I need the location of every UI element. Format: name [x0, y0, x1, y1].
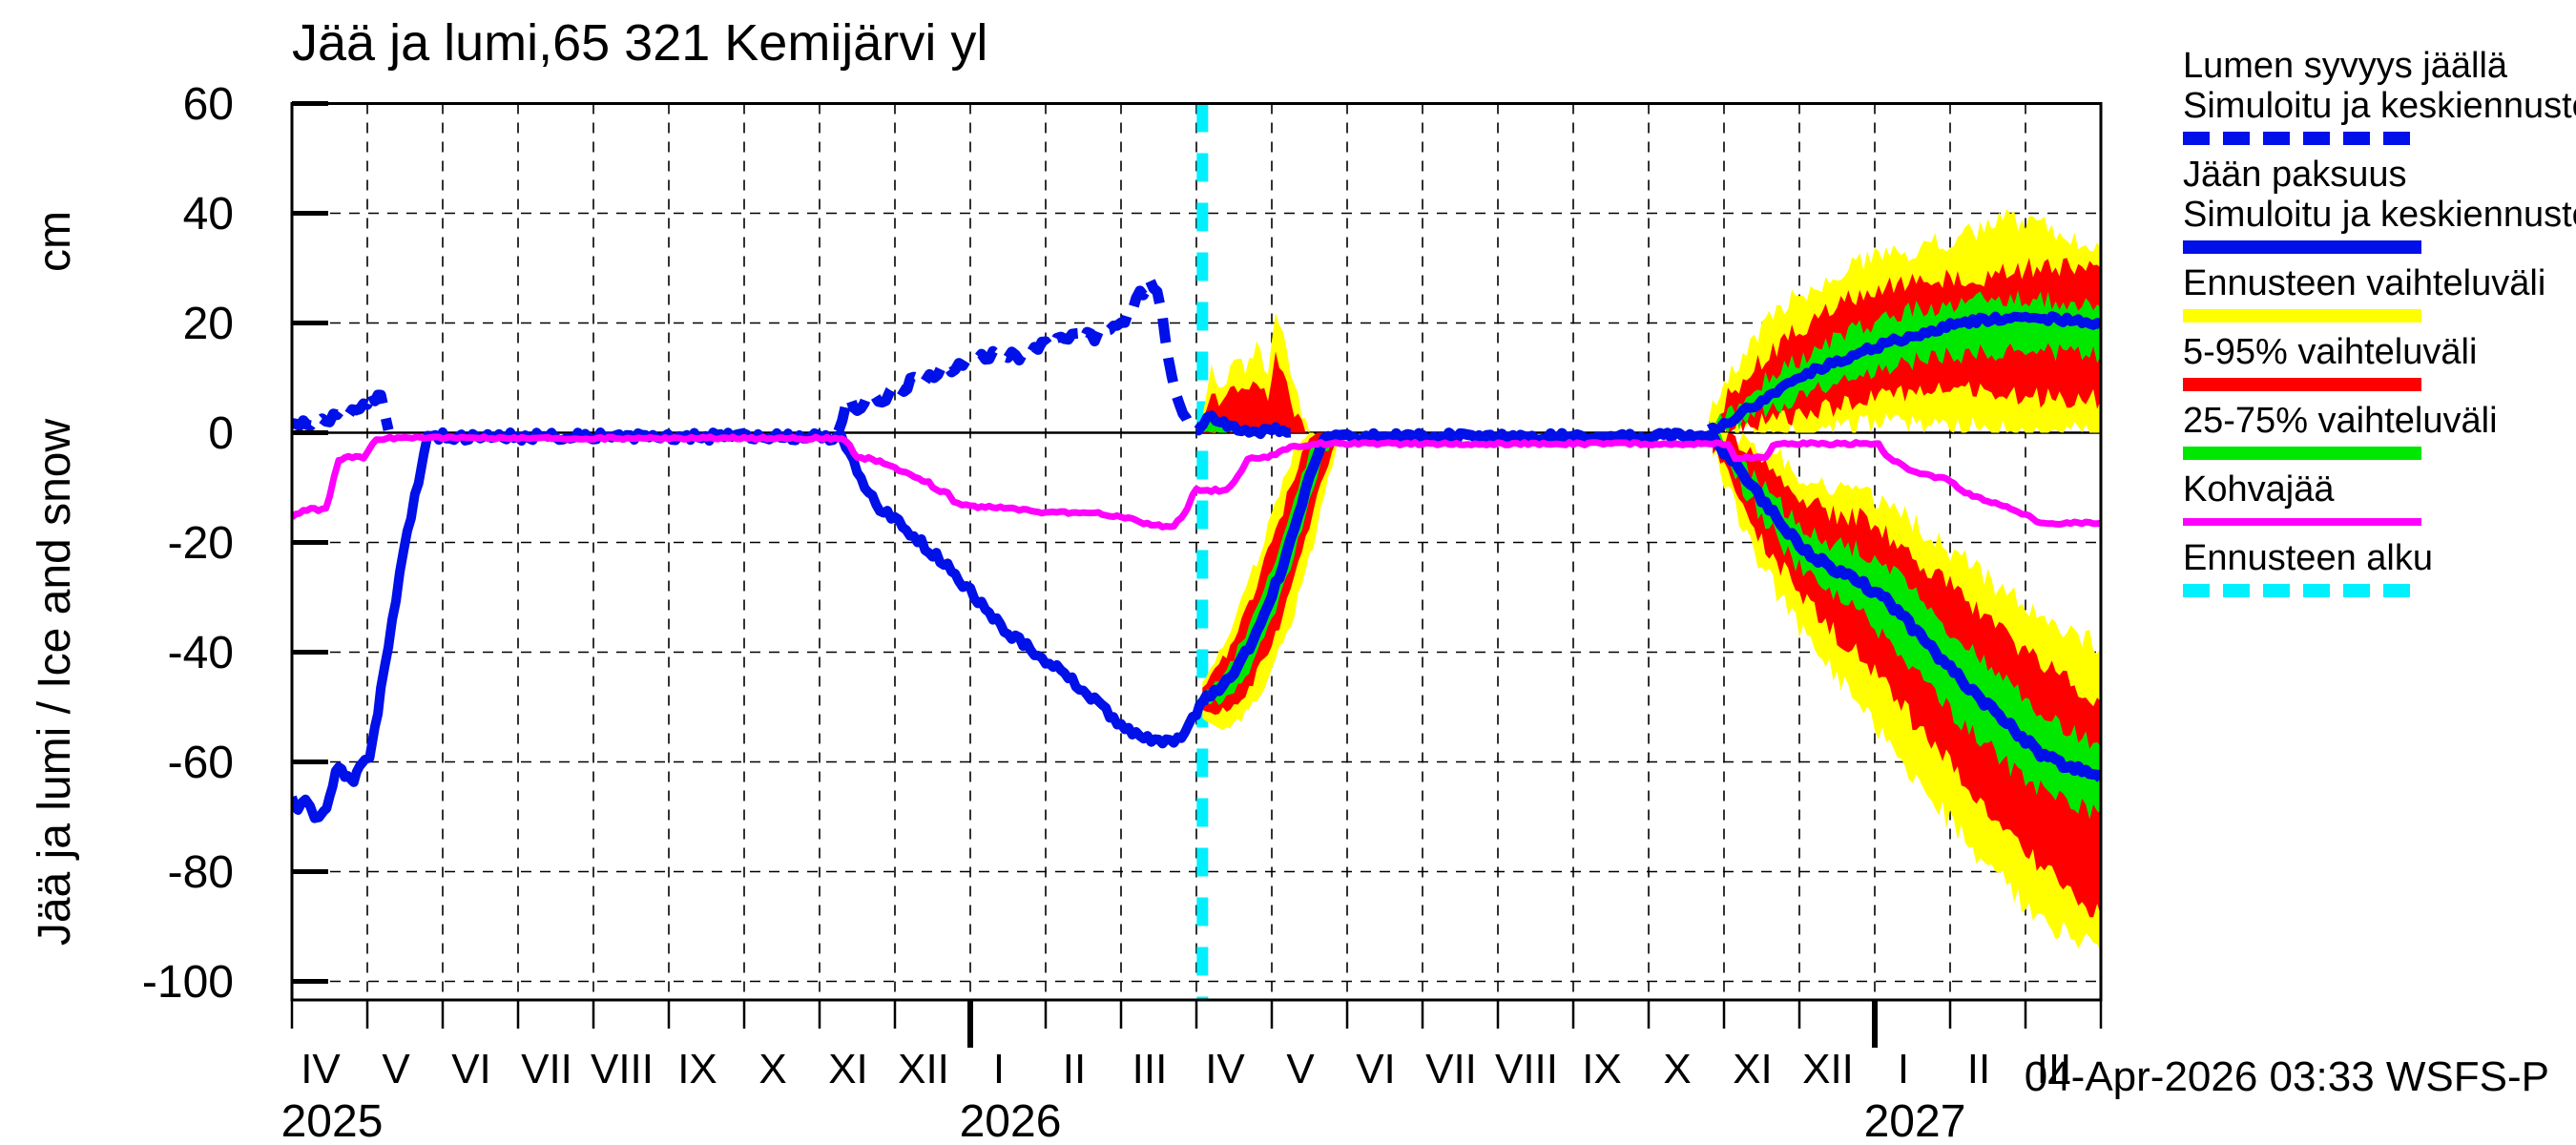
snow-depth-forecast-median [1197, 410, 1292, 440]
x-tick-label: VI [1356, 1046, 1396, 1093]
year-label: 2025 [280, 1096, 384, 1145]
ice-thickness-forecast-median [1197, 427, 2101, 782]
snow-depth-simulated [833, 274, 1207, 436]
y-tick-label: 60 [182, 78, 234, 130]
legend-label: Lumen syvyys jäällä [2183, 46, 2508, 86]
legend-line-sample-blue [2183, 240, 2421, 254]
x-tick-label: VII [1425, 1046, 1477, 1093]
legend-item-range-5-95: 5-95% vaihteluväli [2183, 332, 2576, 391]
y-tick-label: 20 [182, 298, 234, 349]
y-tick-label: 0 [208, 407, 234, 459]
snow-depth-forecast-median [1706, 311, 2101, 435]
legend-label: Simuloitu ja keskiennuste [2183, 86, 2576, 126]
x-tick-label: IV [301, 1046, 341, 1093]
legend: Lumen syvyys jäällä Simuloitu ja keskienn… [2183, 46, 2576, 607]
snow-depth-simulated [292, 386, 394, 431]
y-tick-label: -80 [167, 846, 234, 898]
x-tick-label: X [1663, 1046, 1692, 1093]
x-tick-label: II [1966, 1046, 1991, 1093]
y-tick-label: -40 [167, 627, 234, 678]
legend-label: Jään paksuus [2183, 155, 2407, 195]
x-tick-label: II [1062, 1046, 1087, 1093]
legend-label: 25-75% vaihteluväli [2183, 401, 2498, 441]
x-tick-label: VII [521, 1046, 572, 1093]
x-tick-label: V [382, 1046, 410, 1093]
year-label: 2026 [959, 1096, 1062, 1145]
x-tick-label: XI [1733, 1046, 1773, 1093]
snow-melt-2026-red [1202, 351, 1310, 433]
x-tick-label: III [1132, 1046, 1168, 1093]
legend-label: Ennusteen vaihteluväli [2183, 263, 2546, 303]
y-tick-label: -100 [141, 956, 234, 1008]
year-label: 2027 [1863, 1096, 1966, 1145]
legend-label: Ennusteen alku [2183, 538, 2433, 578]
y-tick-label: -60 [167, 737, 234, 788]
legend-line-sample-red [2183, 378, 2421, 391]
legend-item-kohvajaa: Kohvajää [2183, 469, 2576, 526]
kohvajaa [292, 433, 2101, 531]
x-tick-label: IX [677, 1046, 717, 1093]
snow-winter-2027-green [1709, 290, 2101, 433]
x-tick-label: IX [1582, 1046, 1622, 1093]
x-tick-label: I [992, 1046, 1006, 1093]
legend-item-forecast-range: Ennusteen vaihteluväli [2183, 263, 2576, 323]
x-tick-label: XI [828, 1046, 868, 1093]
legend-item-range-25-75: 25-75% vaihteluväli [2183, 401, 2576, 460]
x-tick-label: V [1286, 1046, 1315, 1093]
y-tick-label: -20 [167, 517, 234, 569]
legend-line-sample-green [2183, 447, 2421, 460]
x-tick-label: IV [1205, 1046, 1245, 1093]
legend-label: 5-95% vaihteluväli [2183, 332, 2478, 372]
y-tick-label: 40 [182, 188, 234, 239]
legend-label: Simuloitu ja keskiennuste [2183, 195, 2576, 235]
x-tick-label: VIII [1494, 1046, 1559, 1093]
legend-line-sample-blue-dashed [2183, 132, 2421, 145]
legend-line-sample-yellow [2183, 309, 2421, 323]
legend-item-forecast-start: Ennusteen alku [2183, 538, 2576, 597]
x-tick-label: III [2036, 1046, 2072, 1093]
x-tick-label: XII [898, 1046, 949, 1093]
legend-item-ice-simulated: Jään paksuus Simuloitu ja keskiennuste [2183, 155, 2576, 254]
x-tick-label: VIII [590, 1046, 654, 1093]
chart-title: Jää ja lumi,65 321 Kemijärvi yl [292, 14, 988, 72]
chart-series-group [292, 209, 2101, 951]
x-tick-label: VI [451, 1046, 491, 1093]
x-tick-label: X [758, 1046, 787, 1093]
legend-line-sample-cyan-dashed [2183, 584, 2421, 597]
timestamp: 04-Apr-2026 03:33 WSFS-P [2024, 1053, 2549, 1100]
legend-label: Kohvajää [2183, 469, 2335, 510]
x-tick-label: XII [1802, 1046, 1854, 1093]
x-tick-label: I [1897, 1046, 1910, 1093]
legend-line-sample-magenta [2183, 518, 2421, 526]
legend-item-snow-simulated: Lumen syvyys jäällä Simuloitu ja keskienn… [2183, 46, 2576, 145]
